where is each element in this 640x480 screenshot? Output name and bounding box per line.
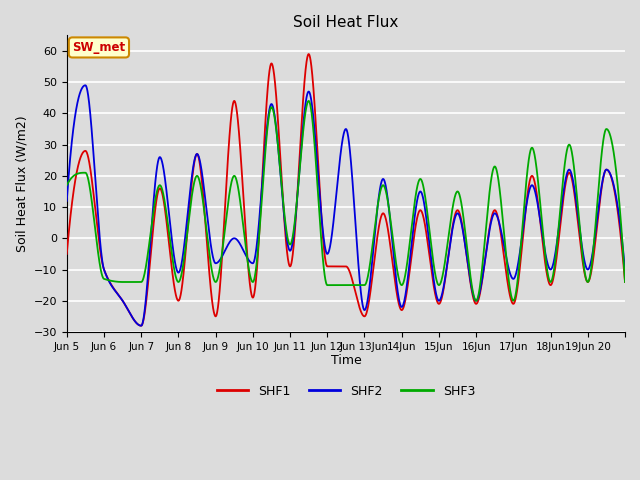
Line: SHF1: SHF1	[67, 54, 625, 326]
SHF3	[63, 182, 70, 188]
SHF1	[277, 166, 285, 172]
SHF2	[63, 198, 70, 204]
SHF2	[611, 185, 618, 191]
SHF2	[81, 83, 89, 88]
SHF1	[301, 71, 309, 76]
SHF1	[127, 312, 134, 317]
X-axis label: Time: Time	[330, 354, 361, 368]
SHF3	[509, 298, 517, 304]
SHF2	[301, 102, 309, 108]
SHF1	[621, 279, 629, 285]
SHF1	[160, 198, 168, 204]
SHF3	[550, 265, 558, 271]
SHF1	[550, 271, 558, 276]
Text: SW_met: SW_met	[72, 41, 125, 54]
SHF3	[621, 279, 629, 285]
Title: Soil Heat Flux: Soil Heat Flux	[293, 15, 399, 30]
SHF3	[301, 112, 309, 118]
SHF2	[550, 256, 558, 262]
SHF1	[63, 251, 70, 257]
Legend: SHF1, SHF2, SHF3: SHF1, SHF2, SHF3	[212, 380, 480, 403]
SHF3	[160, 192, 168, 198]
SHF3	[611, 155, 618, 160]
SHF3	[277, 174, 285, 180]
SHF1	[305, 51, 312, 57]
SHF2	[127, 312, 134, 317]
SHF2	[160, 169, 168, 175]
SHF1	[611, 188, 618, 193]
SHF1	[138, 323, 145, 329]
Y-axis label: Soil Heat Flux (W/m2): Soil Heat Flux (W/m2)	[15, 115, 28, 252]
SHF3	[127, 279, 134, 285]
SHF2	[621, 266, 629, 272]
Line: SHF3: SHF3	[67, 101, 625, 301]
Line: SHF2: SHF2	[67, 85, 625, 326]
SHF3	[305, 98, 312, 104]
SHF2	[277, 180, 285, 186]
SHF2	[138, 323, 145, 329]
